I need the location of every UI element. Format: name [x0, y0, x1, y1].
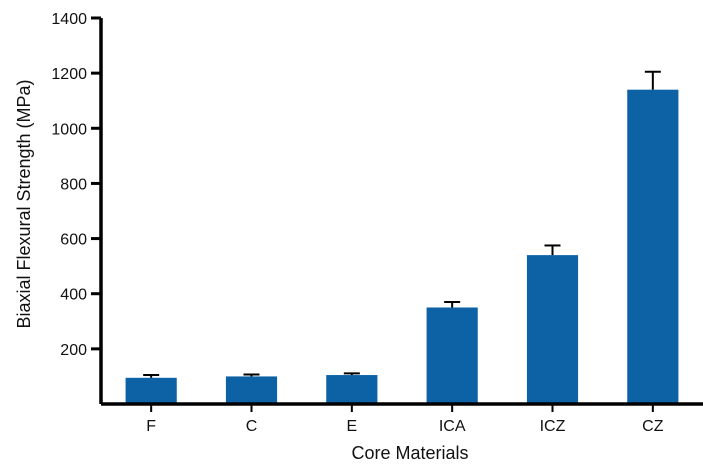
y-tick-label: 400 [60, 287, 87, 304]
x-tick-label-c: C [246, 418, 258, 435]
bar-cz [627, 89, 679, 404]
x-tick-label-ica: ICA [439, 418, 466, 435]
y-tick-label: 1000 [51, 121, 87, 138]
bar-ica [426, 307, 478, 404]
x-tick-label-f: F [146, 418, 156, 435]
x-axis-label: Core Materials [351, 443, 468, 463]
y-tick-label: 1400 [51, 11, 87, 28]
bars-group [125, 89, 679, 404]
bar-f [125, 377, 177, 404]
y-tick-label: 200 [60, 342, 87, 359]
y-tick-label: 1200 [51, 66, 87, 83]
y-axis-label: Biaxial Flexural Strength (MPa) [14, 79, 34, 328]
bar-c [225, 376, 278, 404]
bar-e [326, 375, 378, 404]
y-axis-ticks: 200 400 600 800 1000 1200 1400 [51, 11, 101, 359]
x-tick-label-e: E [346, 418, 357, 435]
x-axis-ticks: F C E ICA ICZ CZ [146, 404, 664, 435]
error-bars-group [143, 70, 661, 378]
bar-icz [526, 255, 579, 404]
x-tick-label-icz: ICZ [540, 418, 566, 435]
y-tick-label: 800 [60, 176, 87, 193]
x-tick-label-cz: CZ [642, 418, 664, 435]
y-tick-label: 600 [60, 232, 87, 249]
